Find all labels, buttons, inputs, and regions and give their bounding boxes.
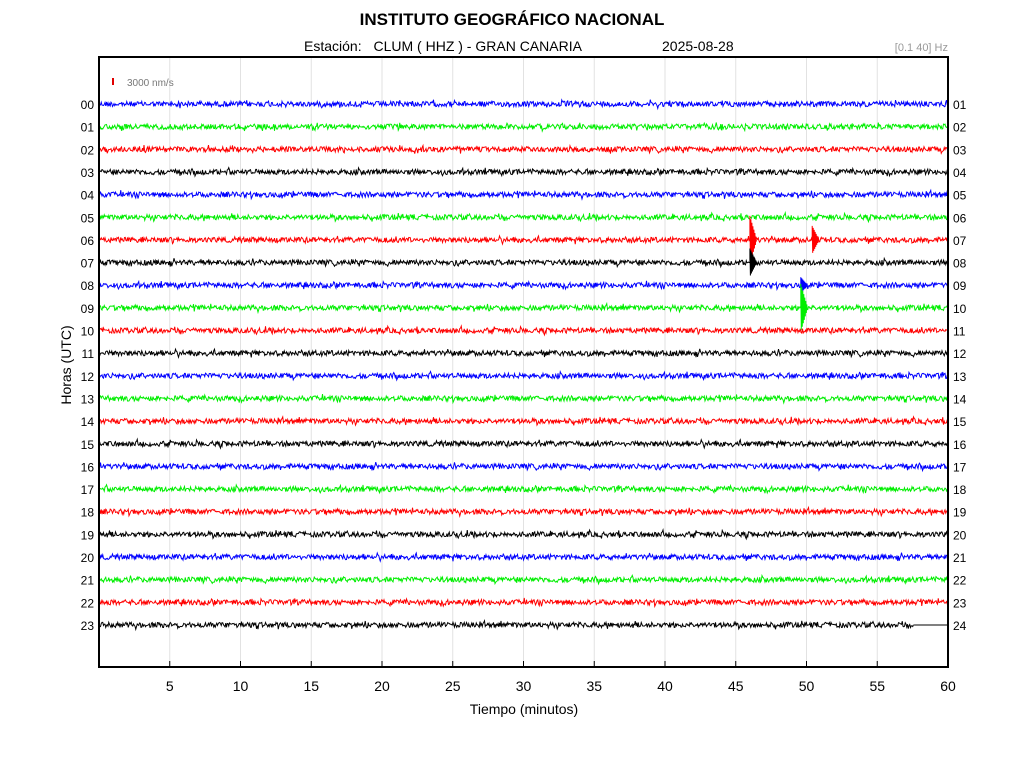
- x-tick-label: 50: [799, 678, 815, 694]
- scale-bar-label: 3000 nm/s: [127, 78, 174, 89]
- y-tick-label-right: 03: [953, 143, 967, 157]
- y-tick-label-left: 04: [81, 189, 95, 203]
- y-tick-label-left: 10: [81, 325, 95, 339]
- x-tick-label: 25: [445, 678, 461, 694]
- y-tick-label-right: 09: [953, 279, 967, 293]
- y-tick-label-right: 21: [953, 551, 967, 565]
- y-tick-label-right: 17: [953, 460, 967, 474]
- trace-hour-01: [98, 121, 949, 133]
- trace-hour-16: [98, 461, 949, 473]
- trace-hour-19: [98, 527, 949, 541]
- y-tick-label-left: 14: [81, 415, 95, 429]
- y-tick-label-right: 14: [953, 392, 967, 406]
- x-tick-label: 20: [374, 678, 390, 694]
- y-tick-label-right: 12: [953, 347, 967, 361]
- event-spike: [749, 248, 757, 276]
- trace-hour-21: [98, 573, 949, 586]
- y-tick-label-right: 10: [953, 302, 967, 316]
- y-tick-label-right: 07: [953, 234, 967, 248]
- y-tick-label-left: 06: [81, 234, 95, 248]
- y-tick-label-left: 17: [81, 483, 95, 497]
- y-tick-label-left: 03: [81, 166, 95, 180]
- y-tick-label-left: 07: [81, 257, 95, 271]
- y-tick-label-left: 16: [81, 460, 95, 474]
- y-tick-label-right: 18: [953, 483, 967, 497]
- y-tick-label-left: 22: [81, 596, 95, 610]
- record-date: 2025-08-28: [662, 38, 734, 54]
- y-tick-label-left: 12: [81, 370, 95, 384]
- x-tick-label: 40: [657, 678, 673, 694]
- event-spike: [811, 225, 820, 253]
- x-tick-label: 30: [516, 678, 532, 694]
- trace-hour-04: [98, 188, 949, 201]
- trace-hour-12: [98, 369, 949, 382]
- x-tick-label: 5: [166, 678, 174, 694]
- x-tick-label: 35: [586, 678, 602, 694]
- y-tick-label-left: 18: [81, 506, 95, 520]
- y-tick-label-right: 02: [953, 121, 967, 135]
- trace-hour-02: [98, 143, 949, 155]
- event-spike: [800, 283, 808, 331]
- y-tick-label-left: 15: [81, 438, 95, 452]
- y-tick-label-left: 23: [81, 619, 95, 633]
- trace-hour-11: [98, 347, 949, 360]
- y-tick-label-right: 20: [953, 528, 967, 542]
- trace-hour-15: [98, 437, 949, 450]
- trace-hour-14: [98, 415, 949, 427]
- y-tick-label-right: 01: [953, 98, 967, 112]
- filter-band: [0.1 40] Hz: [894, 42, 948, 54]
- y-tick-label-right: 13: [953, 370, 967, 384]
- y-tick-label-right: 11: [953, 325, 966, 339]
- y-tick-label-right: 23: [953, 596, 967, 610]
- trace-hour-06: [98, 234, 949, 246]
- y-tick-label-left: 02: [81, 143, 95, 157]
- y-tick-label-right: 06: [953, 211, 967, 225]
- station-label: Estación:: [304, 38, 362, 54]
- y-tick-label-left: 19: [81, 528, 95, 542]
- trace-hour-23: [98, 618, 914, 632]
- trace-hour-20: [98, 551, 949, 563]
- y-tick-label-left: 01: [81, 121, 95, 135]
- x-tick-label: 10: [233, 678, 249, 694]
- y-tick-label-right: 08: [953, 257, 967, 271]
- y-tick-label-left: 05: [81, 211, 95, 225]
- trace-hour-18: [98, 505, 949, 519]
- y-tick-label-left: 00: [81, 98, 95, 112]
- y-tick-label-right: 05: [953, 189, 967, 203]
- y-tick-label-right: 15: [953, 415, 967, 429]
- y-tick-label-right: 16: [953, 438, 967, 452]
- y-tick-label-right: 19: [953, 506, 967, 520]
- trace-hour-22: [98, 597, 949, 609]
- y-tick-label-right: 24: [953, 619, 967, 633]
- y-tick-label-right: 22: [953, 574, 967, 588]
- station-info: Estación: CLUM ( HHZ ) - GRAN CANARIA: [304, 38, 582, 54]
- trace-hour-00: [98, 98, 949, 111]
- y-tick-label-left: 08: [81, 279, 95, 293]
- x-tick-label: 55: [869, 678, 885, 694]
- y-tick-label-left: 11: [82, 347, 95, 361]
- trace-hour-07: [98, 256, 949, 269]
- station-name: CLUM ( HHZ ) - GRAN CANARIA: [373, 38, 582, 54]
- y-tick-label-left: 09: [81, 302, 95, 316]
- x-tick-label: 15: [303, 678, 319, 694]
- x-axis-label: Tiempo (minutos): [469, 701, 579, 717]
- chart-title: INSTITUTO GEOGRÁFICO NACIONAL: [359, 10, 665, 29]
- y-tick-label-left: 20: [81, 551, 95, 565]
- x-tick-label: 45: [728, 678, 744, 694]
- y-tick-label-left: 13: [81, 392, 95, 406]
- x-tick-label: 60: [940, 678, 956, 694]
- plot-frame: [98, 56, 949, 668]
- y-tick-label-left: 21: [81, 574, 95, 588]
- trace-hour-10: [98, 324, 949, 337]
- y-tick-label-right: 04: [953, 166, 967, 180]
- trace-hour-03: [98, 166, 949, 178]
- trace-hour-17: [98, 483, 949, 495]
- event-spike: [749, 215, 757, 263]
- trace-hour-05: [98, 210, 949, 224]
- trace-hour-13: [98, 393, 949, 405]
